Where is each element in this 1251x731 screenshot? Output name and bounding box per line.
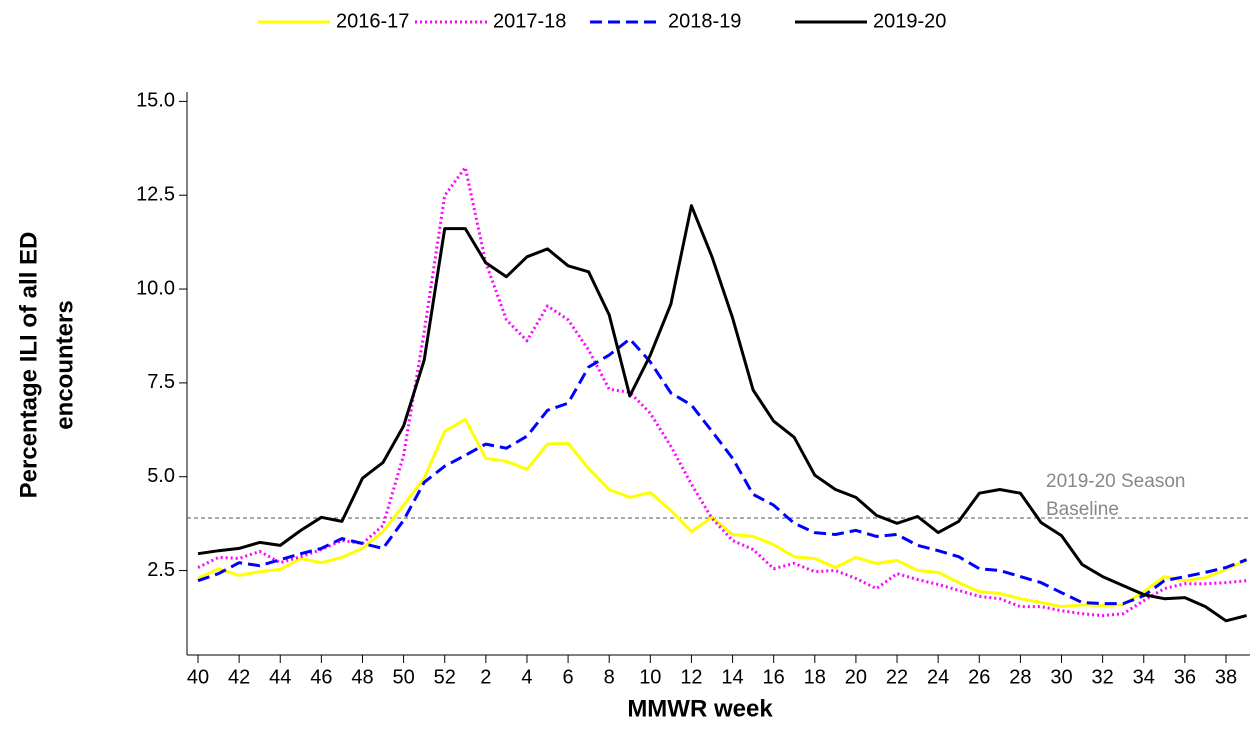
series-line [197,204,1247,623]
y-tick-label: 15.0 [136,90,175,112]
y-axis-title: encounters [51,300,78,429]
x-tick-label: 10 [639,666,661,688]
x-tick-label: 14 [721,666,743,688]
x-tick-label: 8 [604,666,615,688]
y-axis-title: Percentage ILI of all ED [15,232,42,499]
x-tick-label: 4 [521,666,532,688]
x-tick-label: 32 [1092,666,1114,688]
baseline-label: 2019-20 Season [1046,471,1185,492]
x-tick-label: 20 [845,666,867,688]
x-tick-label: 2 [480,666,491,688]
x-tick-label: 46 [310,666,332,688]
x-tick-label: 40 [187,666,209,688]
x-tick-label: 22 [886,666,908,688]
x-tick-label: 30 [1050,666,1072,688]
y-tick-label: 7.5 [147,371,175,393]
legend-label: 2019-20 [873,10,946,32]
x-tick-label: 52 [434,666,456,688]
legend-label: 2017-18 [493,10,566,32]
x-tick-label: 28 [1009,666,1031,688]
x-tick-label: 38 [1215,666,1237,688]
x-tick-label: 16 [763,666,785,688]
x-tick-label: 48 [351,666,373,688]
x-tick-label: 44 [269,666,291,688]
x-tick-label: 18 [804,666,826,688]
series-line [197,337,1248,606]
series-line [197,165,1247,618]
series-line [197,417,1248,609]
x-tick-label: 26 [968,666,990,688]
x-tick-label: 50 [392,666,414,688]
y-tick-label: 2.5 [147,559,175,581]
x-tick-label: 24 [927,666,949,688]
y-tick-label: 12.5 [136,183,175,205]
x-tick-label: 36 [1174,666,1196,688]
y-tick-label: 10.0 [136,277,175,299]
legend-label: 2016-17 [336,10,409,32]
x-tick-label: 42 [228,666,250,688]
x-tick-label: 12 [680,666,702,688]
x-axis-title: MMWR week [627,695,773,722]
legend-label: 2018-19 [668,10,741,32]
baseline-label: Baseline [1046,499,1119,520]
y-tick-label: 5.0 [147,465,175,487]
x-tick-label: 34 [1133,666,1155,688]
x-tick-label: 6 [563,666,574,688]
